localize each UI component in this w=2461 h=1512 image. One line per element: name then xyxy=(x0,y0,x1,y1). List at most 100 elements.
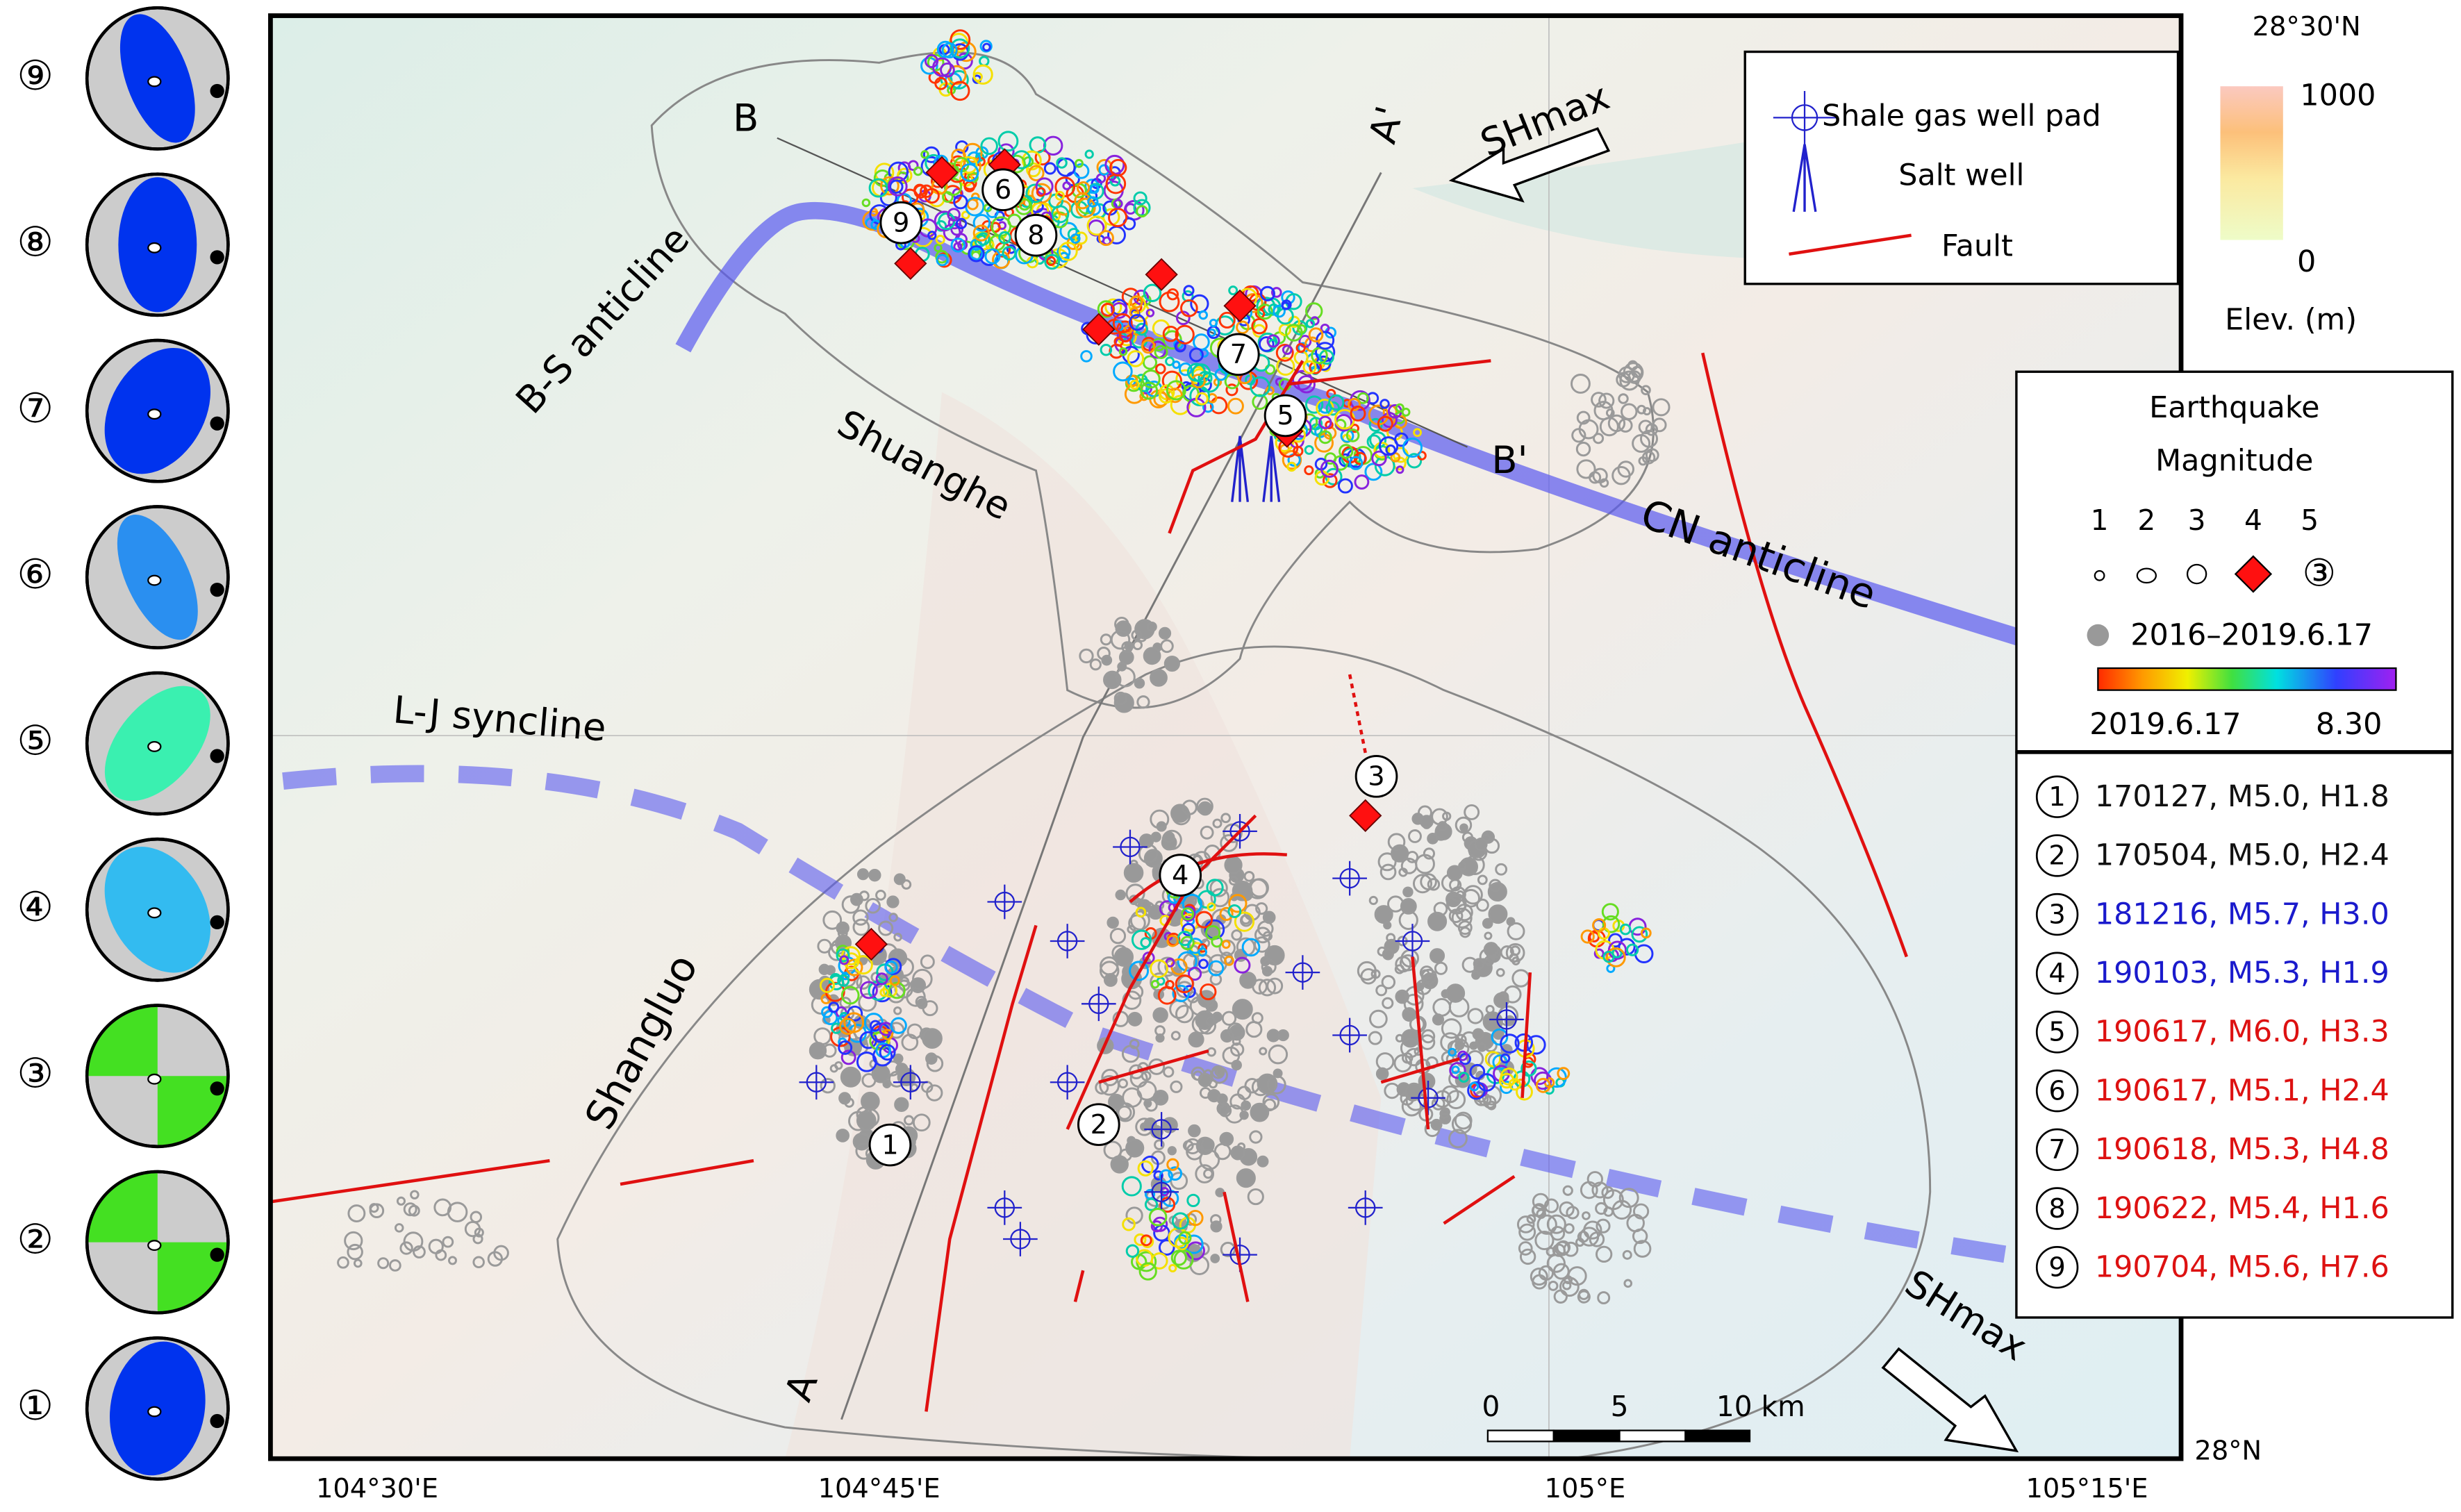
quake xyxy=(1150,809,1170,829)
quake xyxy=(950,81,970,101)
quake xyxy=(1200,983,1217,1001)
quake xyxy=(1402,1052,1414,1064)
quake xyxy=(1186,363,1206,382)
quake xyxy=(1108,1093,1125,1111)
quake xyxy=(1459,857,1478,877)
quake xyxy=(1113,361,1133,382)
beachball-outline xyxy=(85,338,230,483)
quake xyxy=(1320,459,1339,478)
quake xyxy=(1158,626,1172,640)
well-pad xyxy=(1332,861,1367,896)
quake xyxy=(1268,1044,1288,1065)
quake xyxy=(838,1040,853,1055)
quake xyxy=(1457,1050,1468,1061)
quake xyxy=(1140,937,1152,949)
quake xyxy=(1079,648,1094,664)
quake xyxy=(922,146,940,163)
quake xyxy=(1631,926,1648,943)
quake xyxy=(839,955,850,965)
quake xyxy=(925,53,939,69)
quake xyxy=(1097,230,1114,247)
quake xyxy=(1318,430,1332,445)
quake xyxy=(1275,343,1294,362)
quake xyxy=(997,131,1019,152)
event-list-marker xyxy=(2035,952,2079,995)
quake xyxy=(1295,342,1306,354)
beachball-label: ③ xyxy=(17,1049,53,1097)
quake xyxy=(859,981,878,999)
quake xyxy=(893,1006,902,1015)
quake xyxy=(1589,931,1600,942)
quake xyxy=(952,188,963,199)
quake xyxy=(1459,823,1468,833)
quake xyxy=(1474,838,1488,851)
fault xyxy=(1066,814,1257,1130)
quake xyxy=(907,160,919,172)
quake xyxy=(1166,380,1186,401)
quake xyxy=(1599,478,1609,488)
quake xyxy=(1056,157,1068,169)
legend-title: Magnitude xyxy=(2155,444,2313,479)
quake xyxy=(1482,1011,1503,1032)
quake xyxy=(1611,1199,1632,1220)
quake xyxy=(403,1202,417,1217)
quake xyxy=(396,1196,406,1206)
quake xyxy=(903,1073,915,1086)
quake xyxy=(1403,993,1424,1014)
quake xyxy=(1210,888,1230,908)
quake xyxy=(1099,961,1120,981)
quake xyxy=(884,961,898,974)
quake xyxy=(1420,873,1437,890)
quake xyxy=(984,248,1001,265)
quake xyxy=(1188,1124,1201,1138)
quake xyxy=(1075,158,1084,168)
quake xyxy=(828,1002,840,1013)
quake xyxy=(1074,231,1088,245)
well-pad xyxy=(1144,1112,1179,1147)
quake xyxy=(1200,825,1214,840)
quake xyxy=(1227,904,1242,918)
quake xyxy=(836,1129,850,1143)
quake xyxy=(1022,150,1042,171)
quake xyxy=(906,1023,923,1040)
quake xyxy=(927,231,937,240)
event-list-text: 190622, M5.4, H1.6 xyxy=(2095,1191,2389,1226)
quake xyxy=(1559,1277,1580,1297)
quake xyxy=(1339,444,1354,459)
event-list-id: 3 xyxy=(2048,899,2065,930)
quake xyxy=(1395,465,1404,474)
event-marker xyxy=(981,168,1025,212)
event-list-marker xyxy=(2035,1128,2079,1172)
quake xyxy=(1150,959,1168,979)
legend-well-pad xyxy=(1773,90,1837,144)
quake xyxy=(1188,966,1202,981)
quake xyxy=(1562,1185,1573,1196)
quake xyxy=(1543,1198,1559,1213)
quake xyxy=(1469,1081,1480,1092)
quake xyxy=(1086,215,1107,236)
quake xyxy=(1270,287,1282,298)
quake xyxy=(847,1005,863,1022)
quake xyxy=(1162,325,1179,342)
quake xyxy=(1489,879,1502,892)
quake xyxy=(1305,319,1316,329)
t-axis xyxy=(210,83,224,99)
quake xyxy=(840,1049,856,1065)
quake xyxy=(1561,1281,1572,1290)
quake xyxy=(1247,1188,1264,1206)
quake xyxy=(888,913,898,922)
event-marker-label: 5 xyxy=(1277,400,1293,431)
quake xyxy=(1138,1262,1157,1281)
quake xyxy=(819,977,835,993)
quake xyxy=(1437,821,1448,832)
colorbar-start: 2019.6.17 xyxy=(2089,707,2241,742)
quake xyxy=(433,1198,452,1217)
quake xyxy=(920,954,935,970)
quake xyxy=(1427,911,1448,931)
scale-bar-label: 0 xyxy=(1482,1390,1500,1423)
quake xyxy=(1580,929,1595,944)
quake xyxy=(955,140,969,154)
well-pad xyxy=(1050,924,1085,958)
quake xyxy=(1232,999,1253,1020)
quake xyxy=(1348,397,1361,411)
